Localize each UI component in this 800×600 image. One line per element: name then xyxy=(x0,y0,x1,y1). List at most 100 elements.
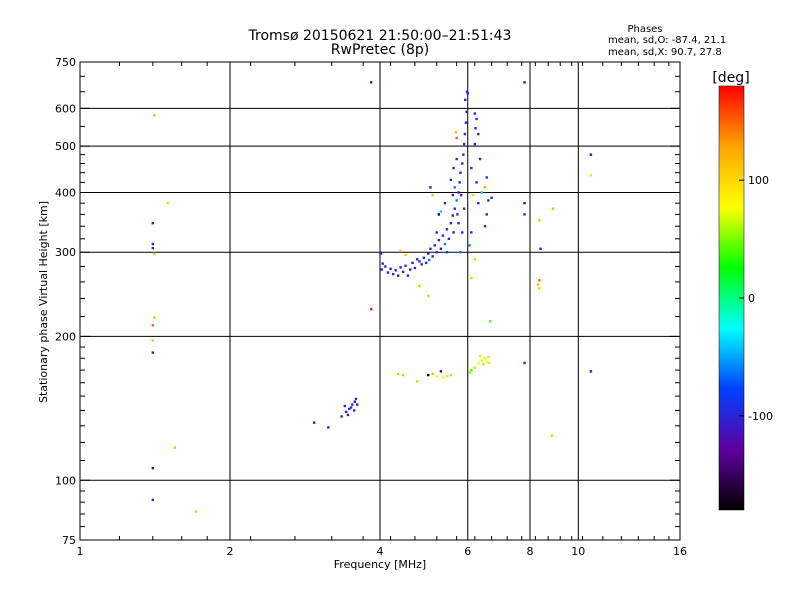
data-point xyxy=(538,279,541,282)
data-point xyxy=(462,207,466,210)
y-tick-label: 200 xyxy=(55,330,76,343)
data-point xyxy=(462,153,465,156)
data-point xyxy=(456,213,459,216)
data-point xyxy=(523,81,526,84)
y-tick-label: 500 xyxy=(55,140,76,153)
data-point xyxy=(343,404,347,408)
data-point xyxy=(478,157,482,161)
data-point xyxy=(404,264,407,267)
data-point xyxy=(523,201,526,205)
data-point xyxy=(452,166,455,170)
data-point xyxy=(441,376,445,379)
data-point xyxy=(589,153,593,156)
data-point xyxy=(351,403,354,406)
data-point xyxy=(399,266,402,269)
data-point xyxy=(538,219,541,222)
data-point xyxy=(427,258,431,262)
chart-subtitle: RwPretec (8p) xyxy=(331,42,429,58)
colorbar-tick-label: -100 xyxy=(748,410,773,423)
data-point xyxy=(470,166,473,170)
data-point xyxy=(151,222,155,225)
y-tick-label: 400 xyxy=(55,186,76,199)
data-point xyxy=(346,413,350,417)
data-point xyxy=(384,265,387,268)
data-point xyxy=(473,258,477,261)
x-axis: 1 2 4 6 8 10 16 xyxy=(77,62,687,558)
data-point xyxy=(477,132,480,136)
data-point xyxy=(453,207,456,210)
gridlines xyxy=(80,62,680,540)
data-point xyxy=(485,360,488,363)
data-point xyxy=(369,81,373,84)
data-point xyxy=(536,283,540,286)
data-point xyxy=(488,320,492,323)
data-point xyxy=(349,406,353,409)
data-point xyxy=(151,498,155,502)
data-point xyxy=(487,199,490,202)
data-point xyxy=(435,251,438,254)
data-point xyxy=(449,373,453,377)
data-point xyxy=(523,361,526,365)
data-point xyxy=(344,410,348,414)
data-point xyxy=(151,339,155,342)
y-tick-label: 100 xyxy=(55,474,76,487)
data-point xyxy=(452,231,455,234)
y-axis-label: Stationary phase Virtual Height [km] xyxy=(37,201,50,403)
data-point xyxy=(435,375,438,378)
data-point xyxy=(431,193,434,197)
data-point xyxy=(424,261,428,265)
y-tick-label: 600 xyxy=(55,102,76,115)
data-point xyxy=(355,403,359,406)
data-point xyxy=(415,380,419,383)
data-point xyxy=(439,370,443,373)
data-point xyxy=(431,255,434,258)
data-point xyxy=(153,114,156,117)
data-point xyxy=(463,132,467,136)
data-point xyxy=(153,316,156,319)
data-point xyxy=(464,98,467,102)
data-point xyxy=(474,127,477,130)
data-point xyxy=(468,371,471,374)
data-point xyxy=(312,421,316,424)
data-point xyxy=(473,366,477,369)
data-point xyxy=(451,193,455,197)
data-point xyxy=(327,426,330,429)
data-point xyxy=(396,274,400,277)
data-point xyxy=(523,213,526,216)
data-point xyxy=(458,181,461,184)
data-point xyxy=(420,263,423,266)
data-point xyxy=(386,271,390,274)
colorbar-tick-label: 0 xyxy=(748,292,755,305)
data-point xyxy=(427,373,430,377)
data-point xyxy=(431,372,434,376)
plot-frame xyxy=(79,61,681,541)
data-point xyxy=(453,186,456,189)
data-point xyxy=(478,354,482,358)
data-point xyxy=(380,268,383,271)
x-tick-label: 6 xyxy=(464,545,471,558)
data-point xyxy=(483,357,487,360)
data-point xyxy=(454,130,458,134)
data-point xyxy=(457,191,460,194)
data-point xyxy=(483,225,487,228)
data-point xyxy=(455,136,458,140)
data-point xyxy=(418,284,421,288)
data-point xyxy=(449,222,453,225)
x-tick-label: 16 xyxy=(673,545,687,558)
data-point xyxy=(353,400,356,403)
data-point xyxy=(461,231,464,234)
data-point xyxy=(340,415,343,418)
data-point xyxy=(461,162,464,165)
data-point xyxy=(422,256,426,260)
data-point xyxy=(348,407,351,411)
data-point xyxy=(389,267,392,270)
data-point xyxy=(443,201,447,205)
data-point xyxy=(439,210,443,213)
data-point xyxy=(409,268,412,271)
data-point xyxy=(151,324,155,327)
chart-title: Tromsø 20150621 21:50:00–21:51:43 xyxy=(248,28,512,44)
data-point xyxy=(473,142,477,146)
data-point xyxy=(462,142,466,146)
y-tick-label: 750 xyxy=(55,56,76,69)
